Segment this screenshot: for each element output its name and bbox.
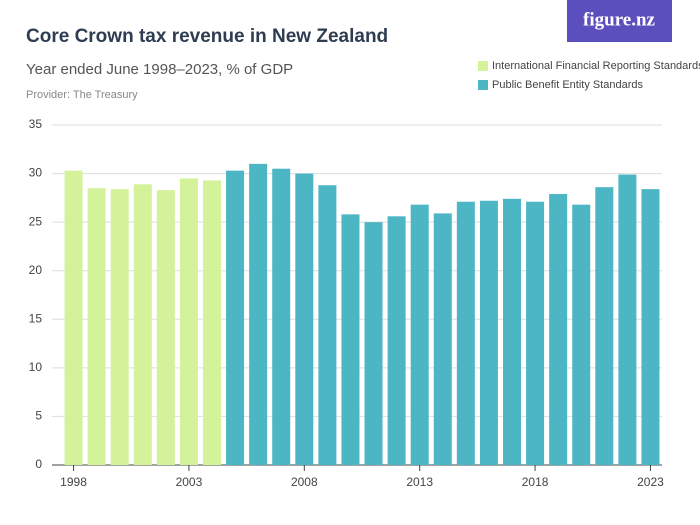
- y-tick-label: 15: [29, 311, 43, 325]
- bar: [387, 216, 406, 465]
- bar: [179, 178, 198, 465]
- bar: [64, 170, 83, 465]
- bar: [479, 200, 498, 465]
- bar: [618, 174, 637, 466]
- x-tick-label: 2023: [637, 475, 664, 489]
- legend-swatch: [478, 80, 488, 90]
- bar: [503, 198, 521, 466]
- bar: [272, 168, 291, 465]
- bar: [226, 170, 245, 465]
- x-tick-label: 1998: [60, 475, 87, 489]
- chart-subtitle: Year ended June 1998–2023, % of GDP: [26, 61, 293, 78]
- bar: [456, 201, 475, 465]
- legend-swatch: [478, 61, 488, 71]
- logo-box: [567, 0, 672, 42]
- y-tick-label: 10: [29, 360, 43, 374]
- x-tick-label: 2008: [291, 475, 318, 489]
- x-tick-label: 2013: [406, 475, 433, 489]
- y-tick-label: 0: [35, 457, 42, 471]
- bar: [572, 204, 591, 465]
- y-tick-label: 5: [35, 409, 42, 423]
- y-tick-label: 25: [29, 214, 43, 228]
- bar: [433, 213, 452, 465]
- x-tick-label: 2018: [522, 475, 549, 489]
- bar: [87, 188, 106, 465]
- bar: [641, 189, 660, 465]
- legend-label: Public Benefit Entity Standards: [492, 79, 644, 91]
- provider: Provider: The Treasury: [26, 89, 138, 101]
- logo: figure.nz: [583, 9, 656, 30]
- y-tick-label: 35: [29, 117, 43, 131]
- bar: [249, 163, 268, 465]
- legend-label: International Financial Reporting Standa…: [492, 60, 700, 72]
- bar: [364, 222, 383, 465]
- bar: [203, 180, 221, 465]
- bar: [410, 204, 429, 465]
- y-tick-label: 20: [29, 263, 43, 277]
- bar: [526, 201, 545, 465]
- bar: [133, 184, 152, 465]
- bar: [549, 193, 568, 465]
- bar: [110, 189, 129, 465]
- x-tick-label: 2003: [176, 475, 203, 489]
- bar: [156, 190, 175, 466]
- bar: [595, 187, 614, 465]
- bar: [295, 173, 314, 466]
- bar: [341, 214, 360, 465]
- chart-title: Core Crown tax revenue in New Zealand: [26, 26, 388, 47]
- bar: [318, 185, 337, 465]
- y-tick-label: 30: [29, 166, 43, 180]
